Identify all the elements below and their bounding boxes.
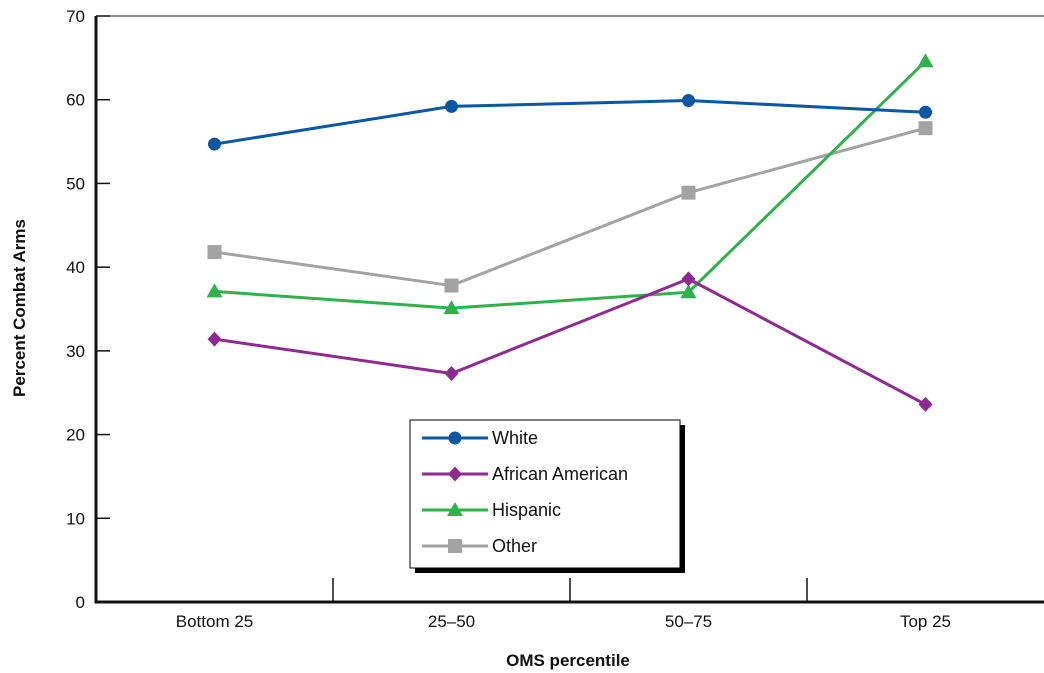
y-tick-label: 50	[66, 174, 85, 193]
x-tick-label: 25–50	[428, 612, 475, 631]
legend-label: Hispanic	[492, 500, 561, 520]
y-tick-label: 60	[66, 91, 85, 110]
y-tick-label: 10	[66, 509, 85, 528]
y-axis-title: Percent Combat Arms	[10, 219, 29, 397]
data-point	[207, 331, 222, 347]
y-axis-ticks: 0 10 20 30 40 50 60 70	[66, 7, 110, 612]
series-line	[214, 60, 927, 310]
data-point	[208, 137, 221, 151]
x-tick-label: Bottom 25	[176, 612, 254, 631]
series-white	[208, 94, 932, 151]
legend-marker	[448, 431, 462, 445]
data-point	[682, 94, 695, 108]
data-point	[681, 271, 696, 287]
data-point	[445, 99, 458, 113]
data-point	[918, 121, 933, 136]
legend-marker	[448, 539, 462, 553]
legend-label: African American	[492, 464, 628, 484]
legend-label: Other	[492, 536, 537, 556]
y-tick-label: 20	[66, 426, 85, 445]
data-point	[917, 53, 934, 68]
legend-item: Hispanic	[422, 500, 561, 520]
legend-marker	[448, 466, 462, 482]
series-line	[214, 99, 926, 146]
series-other	[207, 121, 933, 293]
x-tick-label: Top 25	[900, 612, 951, 631]
series-hispanic	[206, 53, 934, 315]
data-point	[918, 396, 933, 412]
series-african-american	[207, 271, 933, 412]
legend-label: White	[492, 428, 538, 448]
legend-item: Other	[422, 536, 537, 556]
x-axis-title: OMS percentile	[506, 651, 630, 670]
legend-marker	[447, 502, 463, 516]
x-tick-label: 50–75	[665, 612, 712, 631]
legend-item: White	[422, 428, 538, 448]
data-point	[681, 185, 696, 200]
legend-item: African American	[422, 464, 628, 484]
series-line	[214, 277, 927, 406]
y-tick-label: 40	[66, 258, 85, 277]
series-line	[214, 126, 926, 288]
legend: White African American Hispanic Other	[409, 419, 685, 573]
series-layer	[206, 53, 934, 412]
y-tick-label: 0	[76, 593, 85, 612]
y-tick-label: 70	[66, 7, 85, 26]
data-point	[444, 365, 459, 381]
data-point	[206, 283, 223, 298]
data-point	[444, 278, 459, 293]
y-tick-label: 30	[66, 342, 85, 361]
data-point	[443, 300, 460, 315]
data-point	[919, 105, 932, 119]
data-point	[207, 245, 222, 260]
x-axis-ticks: Bottom 25 25–50 50–75 Top 25	[176, 578, 951, 631]
data-point	[680, 284, 697, 299]
